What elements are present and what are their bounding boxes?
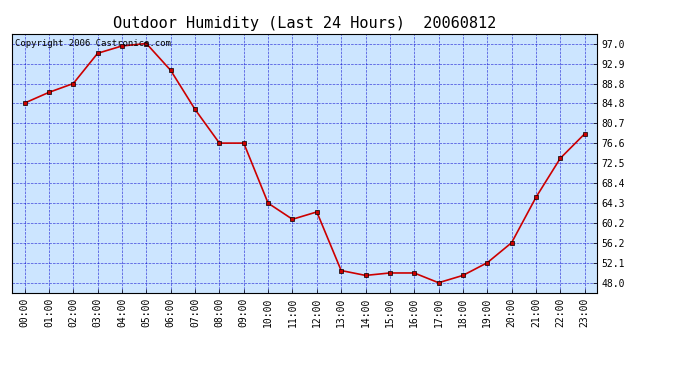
Title: Outdoor Humidity (Last 24 Hours)  20060812: Outdoor Humidity (Last 24 Hours) 2006081… — [113, 16, 496, 31]
Text: Copyright 2006 Castronics.com: Copyright 2006 Castronics.com — [15, 39, 171, 48]
